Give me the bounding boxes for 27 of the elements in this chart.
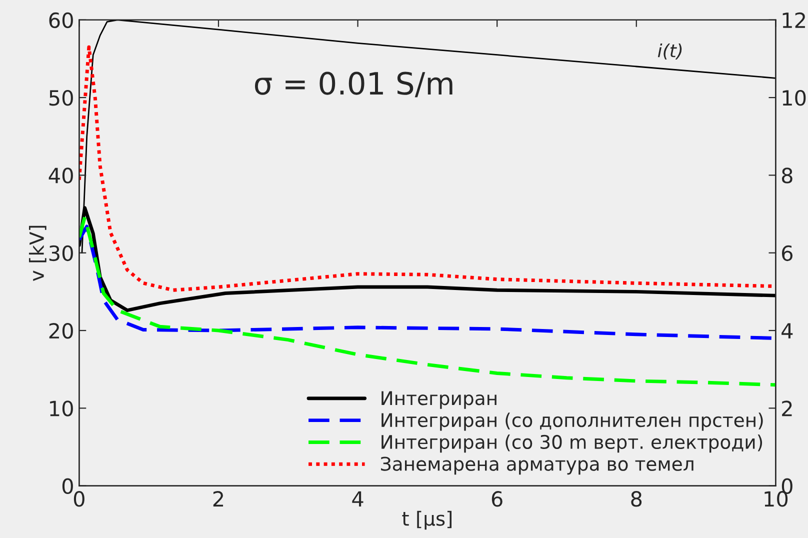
annotation: i(t) — [658, 43, 682, 60]
y-tick-label: 20 — [49, 322, 73, 339]
y-tick-label: 10 — [50, 400, 73, 416]
y-tick-label: 40 — [48, 168, 73, 184]
y-tick-label: 0 — [62, 478, 73, 494]
line-series — [79, 215, 776, 387]
x-tick-label: 0 — [74, 491, 84, 507]
y-tick-label: 60 — [49, 12, 73, 28]
y2-tick-label: 6 — [782, 245, 792, 262]
y2-tick-label: 12 — [782, 12, 805, 28]
y2-tick-label: 8 — [782, 168, 792, 184]
x-axis-title: t [μs] — [402, 510, 452, 530]
x-tick-label: 2 — [213, 491, 224, 507]
y2-tick-label: 10 — [782, 90, 806, 106]
x-tick-label: 6 — [492, 491, 502, 507]
y-tick-label: 30 — [49, 245, 73, 262]
legend-label: Интегриран (со дополнителен прстен) — [382, 412, 763, 431]
x-tick-label: 4 — [352, 491, 364, 507]
legend-label: Интегриран (со 30 m верт. електроди) — [382, 434, 762, 453]
y-tick-label: 50 — [49, 90, 73, 106]
legend-label: Интегриран — [382, 391, 496, 409]
legend-label: Занемарена арматура во темел — [381, 456, 694, 475]
y2-tick-label: 2 — [782, 400, 792, 416]
y-axis-title: v [kV] — [28, 226, 46, 281]
x-tick-label: 8 — [631, 491, 642, 507]
annotation: σ = 0.01 S/m — [254, 72, 452, 98]
y2-tick-label: 4 — [782, 323, 793, 338]
